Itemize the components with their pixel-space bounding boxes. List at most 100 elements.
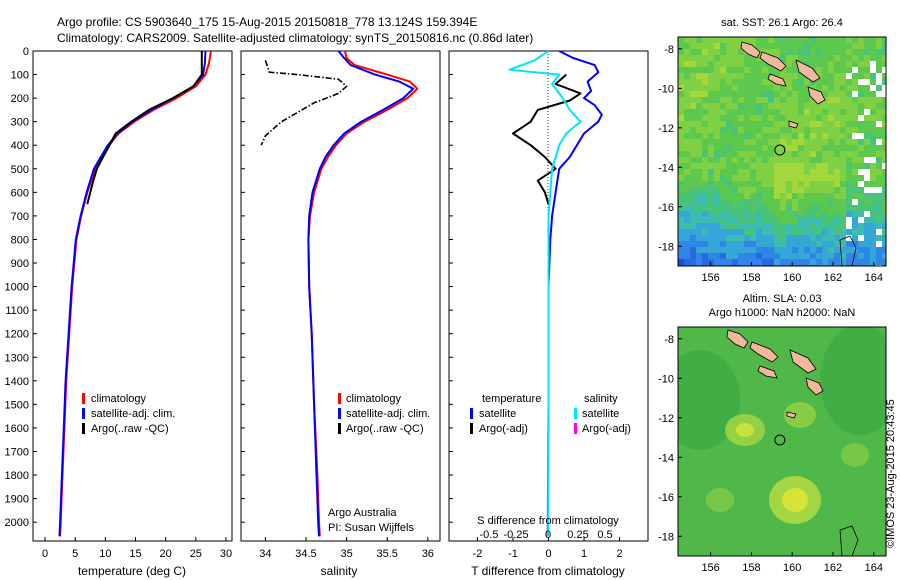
sst-cell: [798, 211, 804, 217]
sst-cell: [822, 145, 828, 151]
sst-cell: [750, 229, 756, 235]
sst-cell: [792, 49, 798, 55]
sst-cell: [684, 139, 690, 145]
sst-cell: [714, 55, 720, 61]
sst-cell: [798, 49, 804, 55]
sst-cell: [684, 49, 690, 55]
sst-cell: [702, 49, 708, 55]
sst-cell: [846, 139, 852, 145]
sst-cell: [720, 235, 726, 241]
sst-cell: [756, 61, 762, 67]
sst-cell: [876, 115, 882, 121]
sst-cell: [738, 91, 744, 97]
sst-cell: [750, 55, 756, 61]
sst-cell: [702, 61, 708, 67]
sst-cell: [684, 115, 690, 121]
sst-cell: [768, 241, 774, 247]
sst-cell: [858, 157, 864, 163]
sst-cell: [690, 43, 696, 49]
sst-cell: [858, 139, 864, 145]
sst-cell: [828, 55, 834, 61]
sst-cell: [720, 37, 726, 43]
sst-cell: [768, 211, 774, 217]
sst-cell: [798, 37, 804, 43]
y-tick-label: 500: [11, 164, 29, 176]
sst-cell: [774, 223, 780, 229]
sst-cell: [840, 205, 846, 211]
s-tick-label: 0.25: [567, 529, 588, 541]
sst-cell: [870, 187, 876, 193]
sst-cell: [738, 103, 744, 109]
legend-label-satellite: satellite-adj. clim.: [91, 408, 175, 420]
sst-cell: [678, 67, 684, 73]
sst-cell: [792, 37, 798, 43]
sst-cell: [732, 229, 738, 235]
sst-cell: [882, 37, 886, 43]
sst-cell: [684, 241, 690, 247]
sst-cell: [690, 151, 696, 157]
sst-cell: [798, 181, 804, 187]
sst-cell: [786, 199, 792, 205]
sst-cell: [714, 127, 720, 133]
sst-cell: [834, 199, 840, 205]
sst-cell: [870, 43, 876, 49]
sst-cell: [738, 61, 744, 67]
sst-cell: [840, 199, 846, 205]
legend-label-argo: Argo(..raw -QC): [346, 423, 424, 435]
sst-cell: [834, 37, 840, 43]
sst-cell: [714, 145, 720, 151]
sst-cell: [720, 79, 726, 85]
sst-cell: [720, 187, 726, 193]
sst-cell: [702, 163, 708, 169]
sst-cell: [816, 109, 822, 115]
island-4: [767, 73, 787, 87]
sst-cell: [708, 193, 714, 199]
sst-cell: [690, 85, 696, 91]
sst-cell: [678, 253, 684, 259]
sst-cell: [858, 217, 864, 223]
sst-cell: [804, 109, 810, 115]
sst-cell: [726, 229, 732, 235]
sst-cell: [804, 79, 810, 85]
sst-cell: [696, 199, 702, 205]
map-x-tick-label: 158: [742, 272, 760, 284]
sst-cell: [714, 181, 720, 187]
sst-cell: [696, 247, 702, 253]
institution-annotation: Argo Australia: [328, 507, 397, 519]
sst-cell: [792, 157, 798, 163]
difference-legend: temperature satellite Argo(-adj) salinit…: [470, 393, 631, 435]
sst-cell: [690, 37, 696, 43]
sst-cell: [726, 247, 732, 253]
sst-cell: [708, 79, 714, 85]
sst-cell: [738, 97, 744, 103]
sst-cell: [738, 199, 744, 205]
sst-cell: [714, 115, 720, 121]
sst-cell: [756, 115, 762, 121]
sst-cell: [774, 187, 780, 193]
sst-cell: [738, 157, 744, 163]
sst-cell: [702, 223, 708, 229]
sst-cell: [804, 37, 810, 43]
sst-cell: [696, 133, 702, 139]
sst-cell: [840, 169, 846, 175]
sst-cell: [780, 241, 786, 247]
sst-cell: [684, 43, 690, 49]
sst-map-title: sat. SST: 26.1 Argo: 26.4: [721, 17, 843, 29]
sst-cell: [834, 55, 840, 61]
sst-cell: [738, 235, 744, 241]
sst-cell: [858, 79, 864, 85]
sst-cell: [768, 145, 774, 151]
profile-title: Argo profile: CS 5903640_175 15-Aug-2015…: [57, 15, 477, 29]
sst-cell: [780, 229, 786, 235]
sst-cell: [822, 217, 828, 223]
sst-cell: [774, 43, 780, 49]
sst-cell: [870, 73, 876, 79]
sst-cell: [720, 217, 726, 223]
sst-cell: [744, 145, 750, 151]
sst-cell: [816, 163, 822, 169]
sst-cell: [798, 73, 804, 79]
sst-cell: [768, 97, 774, 103]
sst-cell: [792, 163, 798, 169]
sst-cell: [834, 91, 840, 97]
sst-cell: [816, 85, 822, 91]
